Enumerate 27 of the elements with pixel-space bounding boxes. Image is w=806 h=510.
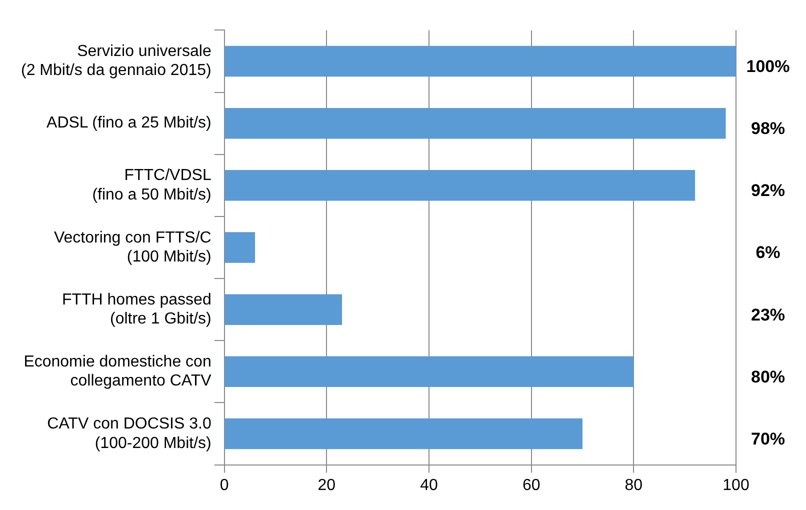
y-tick-label: ADSL (fino a 25 Mbit/s) [46, 114, 212, 132]
x-tick-label: 80 [624, 476, 643, 494]
bar [224, 232, 256, 263]
x-tick-label: 40 [420, 476, 438, 494]
y-tick-label: CATV con DOCSIS 3.0 (100-200 Mbit/s) [47, 416, 212, 452]
data-label: 92% [750, 181, 786, 200]
bar [224, 294, 342, 325]
data-label: 98% [750, 119, 786, 138]
x-tick-label: 60 [522, 476, 540, 494]
data-label: 70% [750, 429, 786, 448]
x-tick-label: 100 [722, 476, 750, 494]
data-label: 100% [746, 56, 790, 76]
x-tick-label: 20 [318, 476, 336, 494]
y-tick-label: Vectoring con FTTS/C (100 Mbit/s) [54, 229, 212, 266]
bar [224, 418, 583, 450]
y-tick-label: FTTC/VDSL (fino a 50 Mbit/s) [92, 167, 212, 204]
bar [224, 170, 696, 201]
y-tick-label: Servizio universale (2 Mbit/s da gennaio 2015) [21, 43, 212, 80]
y-tick-label: Economie domestiche con collegamento CATV [24, 353, 212, 390]
bar [224, 108, 726, 139]
data-label: 80% [750, 367, 786, 386]
x-tick-label: 0 [220, 476, 229, 494]
data-label: 6% [756, 243, 780, 262]
data-label: 23% [750, 305, 786, 324]
y-tick-label: FTTH homes passed (oltre 1 Gbit/s) [62, 291, 212, 328]
bar [224, 46, 736, 77]
bar [224, 356, 634, 388]
